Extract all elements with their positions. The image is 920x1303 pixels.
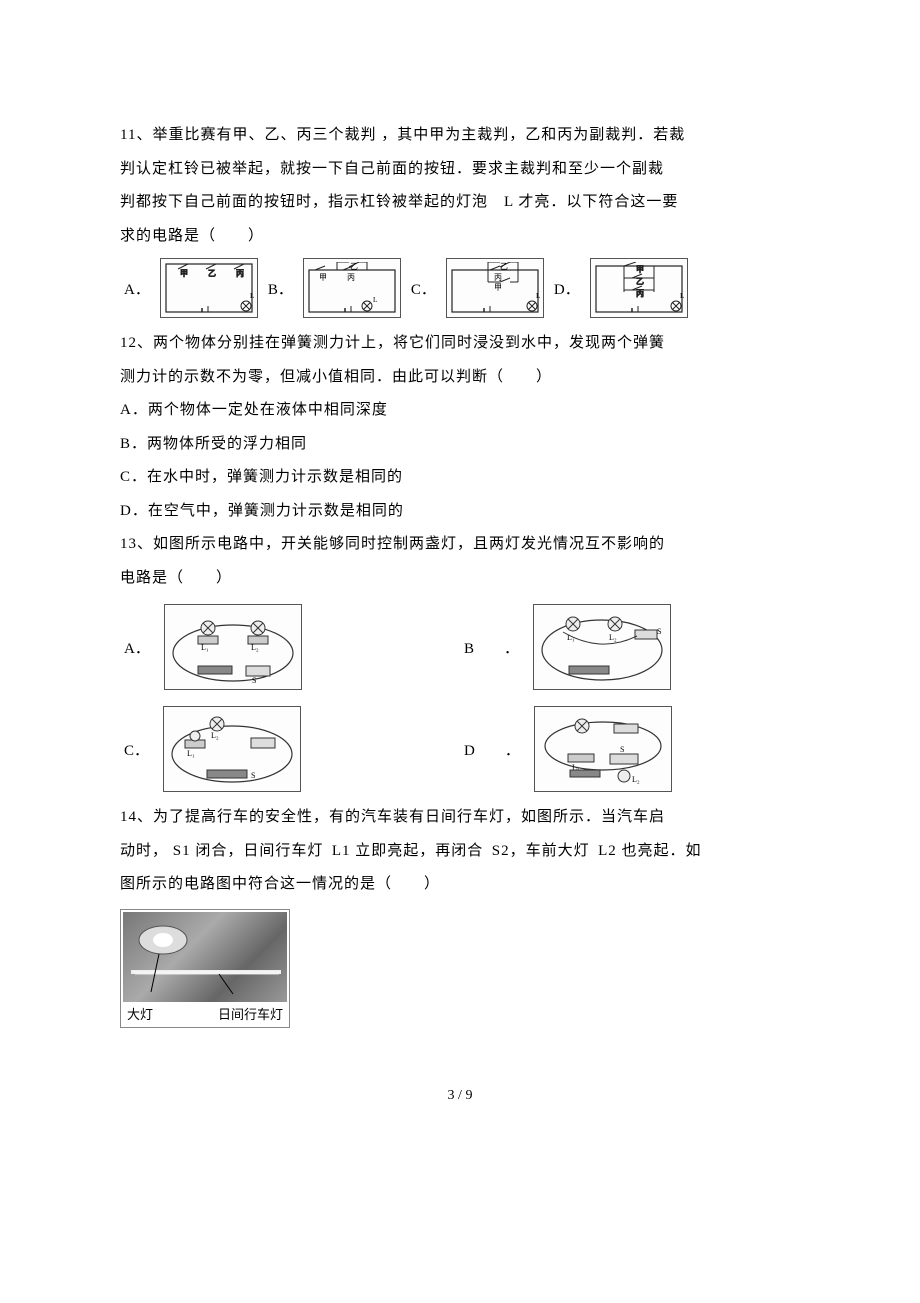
q14-caption-right: 日间行车灯: [218, 1004, 283, 1023]
svg-text:丙: 丙: [636, 289, 644, 298]
q12-line-2: 测力计的示数不为零，但减小值相同．由此可以判断（ ）: [120, 362, 800, 394]
q11-circuit-a: 甲 乙 丙 L: [160, 258, 258, 318]
svg-text:丙: 丙: [236, 269, 244, 278]
q11-opt-c-label: C．: [411, 278, 436, 299]
q12-opt-d: D．在空气中，弹簧测力计示数是相同的: [120, 496, 800, 528]
q12-opt-a: A．两个物体一定处在液体中相同深度: [120, 395, 800, 427]
svg-text:甲: 甲: [636, 265, 644, 274]
svg-text:甲: 甲: [319, 273, 327, 282]
q13-diagram-grid: A． L₁ L₂ S B ． L₁: [120, 604, 800, 792]
q13-circuit-b: L₁ L₂ S: [533, 604, 671, 690]
q14-line-3: 图所示的电路图中符合这一情况的是（ ）: [120, 869, 800, 901]
svg-text:L₁: L₁: [201, 643, 209, 652]
q11-line-3: 判都按下自己前面的按钮时，指示杠铃被举起的灯泡 L 才亮．以下符合这一要: [120, 187, 800, 219]
q13-opt-c-label: C．: [124, 739, 149, 760]
q11-line-1: 11、举重比赛有甲、乙、丙三个裁判 ，其中甲为主裁判，乙和丙为副裁判．若裁: [120, 120, 800, 152]
svg-text:L₁: L₁: [187, 749, 195, 758]
q14-line-2: 动时， S1 闭合，日间行车灯 L1 立即亮起，再闭合 S2，车前大灯 L2 也…: [120, 836, 800, 868]
svg-text:丙: 丙: [494, 273, 502, 282]
svg-text:L₂: L₂: [251, 643, 259, 652]
svg-text:L₂: L₂: [609, 633, 617, 642]
svg-text:L₂: L₂: [211, 731, 219, 740]
svg-text:L: L: [250, 292, 254, 300]
q11-options-row: A． 甲 乙 丙 L: [120, 258, 800, 318]
svg-text:S: S: [620, 745, 624, 754]
q12-opt-b: B．两物体所受的浮力相同: [120, 429, 800, 461]
q14-photo: 大灯 日间行车灯: [120, 909, 290, 1028]
svg-text:甲: 甲: [494, 283, 502, 292]
q12-line-1: 12、两个物体分别挂在弹簧测力计上，将它们同时浸没到水中，发现两个弹簧: [120, 328, 800, 360]
page-number: 3: [448, 1088, 455, 1103]
svg-text:乙: 乙: [500, 262, 508, 271]
page-footer: 3 / 9: [120, 1088, 800, 1104]
svg-text:L: L: [680, 292, 684, 300]
q11-line-2: 判认定杠铃已被举起，就按一下自己前面的按钮．要求主裁判和至少一个副裁: [120, 154, 800, 186]
q14-caption-left: 大灯: [127, 1004, 153, 1023]
q11-circuit-c: 乙 丙 甲 L: [446, 258, 544, 318]
q11-line-4: 求的电路是（ ）: [120, 221, 800, 253]
q13-opt-b-label: B ．: [464, 637, 519, 658]
q11-opt-d-label: D．: [554, 278, 580, 299]
svg-text:乙: 乙: [636, 277, 644, 286]
q12-opt-c: C．在水中时，弹簧测力计示数是相同的: [120, 462, 800, 494]
q13-opt-d-label: D ．: [464, 739, 520, 760]
q14-line-1: 14、为了提高行车的安全性，有的汽车装有日间行车灯，如图所示．当汽车启: [120, 802, 800, 834]
svg-text:L: L: [536, 292, 540, 300]
page-total: 9: [465, 1088, 472, 1103]
svg-text:S: S: [657, 627, 661, 636]
q13-line-1: 13、如图所示电路中，开关能够同时控制两盏灯，且两灯发光情况互不影响的: [120, 529, 800, 561]
q13-circuit-a: L₁ L₂ S: [164, 604, 302, 690]
svg-text:L₂: L₂: [632, 775, 640, 784]
q13-circuit-d: L₁ S L₂: [534, 706, 672, 792]
svg-text:丙: 丙: [347, 273, 355, 282]
q11-circuit-d: 甲 乙 丙 L: [590, 258, 688, 318]
q11-circuit-b: 乙 甲 丙 L: [303, 258, 401, 318]
q11-opt-b-label: B．: [268, 278, 293, 299]
q13-circuit-c: L₂ L₁ S: [163, 706, 301, 792]
q11-opt-a-label: A．: [124, 278, 150, 299]
svg-text:S: S: [251, 771, 255, 780]
q13-opt-a-label: A．: [124, 637, 150, 658]
svg-text:乙: 乙: [208, 269, 216, 278]
svg-text:L: L: [373, 296, 377, 304]
q13-line-2: 电路是（ ）: [120, 563, 800, 595]
svg-text:甲: 甲: [180, 269, 188, 278]
svg-text:S: S: [252, 676, 256, 685]
